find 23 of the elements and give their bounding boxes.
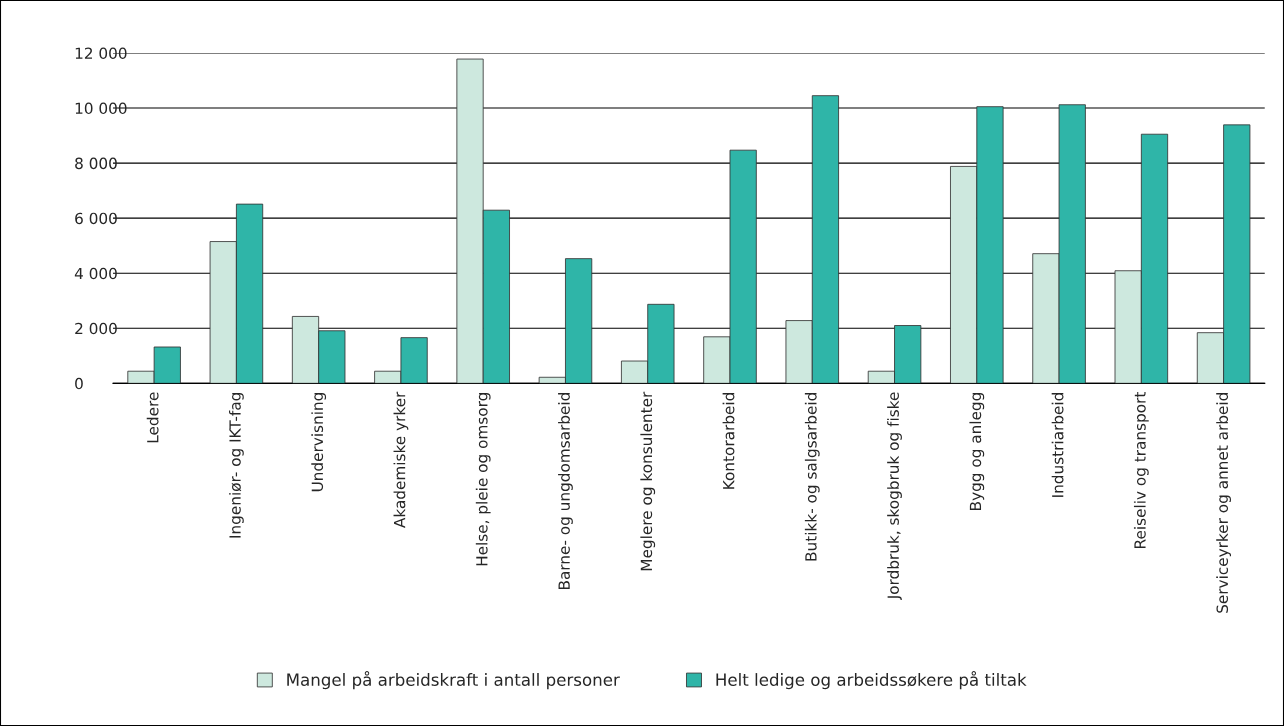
y-tick-label: 6 000 bbox=[75, 212, 117, 225]
legend-label: Helt ledige og arbeidssøkere på tiltak bbox=[716, 671, 1027, 690]
x-tick-label: Ingeniør- og IKT-fag bbox=[229, 393, 244, 538]
y-tick-label: 8 000 bbox=[75, 157, 117, 170]
x-tick-label: Meglere og konsulenter bbox=[640, 391, 656, 571]
x-tick-label: Industriarbeid bbox=[1051, 393, 1064, 497]
x-tick-label: Reiseliv og transport bbox=[1133, 392, 1149, 548]
x-tick-label: Serviceyrker og annet arbeid bbox=[1216, 393, 1231, 613]
x-tick-label: Ledere bbox=[146, 392, 159, 443]
y-tick-label: 10 000 bbox=[75, 102, 127, 115]
x-tick-label: Kontorarbeid bbox=[722, 393, 735, 489]
x-tick-label: Undervisning bbox=[311, 393, 327, 492]
x-tick-label: Akademiske yrker bbox=[393, 391, 409, 528]
x-tick-label: Helse, pleie og omsorg bbox=[475, 393, 491, 566]
y-tick-label: 0 bbox=[75, 377, 83, 390]
x-tick-label: Barne- og ungdomsarbeid bbox=[558, 393, 573, 590]
y-tick-label: 2 000 bbox=[75, 322, 117, 335]
legend-label: Mangel på arbeidskraft i antall personer bbox=[287, 671, 620, 690]
y-tick-label: 12 000 bbox=[75, 47, 127, 60]
x-tick-label: Jordbruk, skogbruk og fiske bbox=[887, 392, 902, 601]
y-tick-label: 4 000 bbox=[74, 267, 117, 280]
x-tick-label: Butikk- og salgsarbeid bbox=[804, 393, 820, 561]
x-tick-label: Bygg og anlegg bbox=[969, 393, 985, 510]
